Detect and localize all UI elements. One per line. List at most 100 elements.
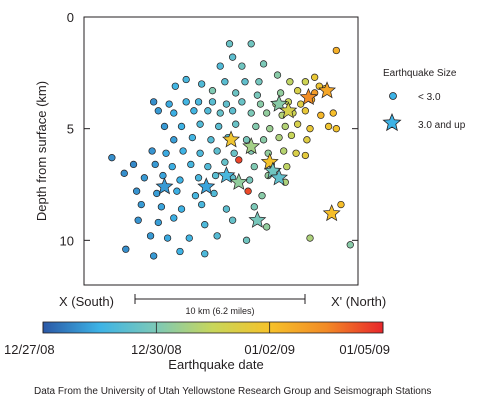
earthquake-point (259, 136, 268, 144)
legend-label-small: < 3.0 (418, 92, 441, 103)
legend-label-large: 3.0 and up (418, 120, 466, 131)
earthquake-point (153, 189, 161, 198)
earthquake-point (137, 200, 145, 209)
earthquake-point (170, 109, 178, 117)
earthquake-point (182, 98, 190, 106)
plot-area (83, 16, 359, 286)
earthquake-point (176, 247, 184, 256)
earthquake-point (332, 125, 340, 133)
earthquake-point (232, 120, 240, 128)
earthquake-point (241, 78, 249, 86)
earthquake-point (293, 120, 302, 128)
earthquake-star-point (248, 210, 267, 228)
earthquake-point (201, 221, 209, 229)
earthquake-point (160, 122, 169, 131)
earthquake-point (120, 169, 128, 177)
earthquake-point (247, 109, 255, 117)
earthquake-point (228, 107, 237, 115)
earthquake-point (245, 176, 254, 184)
earthquake-point (208, 98, 217, 106)
earthquake-star-point (217, 166, 236, 184)
earthquake-point (266, 125, 274, 133)
y-tick-label: 0 (67, 10, 74, 25)
earthquake-star-point (318, 81, 336, 99)
earthquake-point (337, 200, 345, 209)
earthquake-point (151, 160, 159, 169)
earthquake-point (207, 136, 215, 144)
earthquake-star-point (279, 101, 298, 119)
earthquake-point (332, 46, 340, 55)
earthquake-point (171, 82, 179, 90)
earthquake-point (228, 53, 237, 61)
colorbar-tick-label: 01/02/09 (244, 342, 295, 357)
earthquake-point (215, 122, 223, 131)
earthquake-point (204, 107, 212, 115)
earthquake-point (303, 136, 311, 144)
earthquake-point (173, 187, 181, 195)
earthquake-point (283, 162, 291, 171)
section-label-south: X (South) (59, 294, 114, 309)
legend-circle-marker (389, 92, 397, 100)
y-axis: 0 5 10 (60, 10, 358, 248)
earthquake-point (154, 218, 162, 227)
earthquake-point (324, 122, 333, 131)
earthquake-point (287, 131, 296, 140)
earthquake-point (301, 78, 310, 86)
earthquake-point (221, 78, 229, 86)
earthquake-point (197, 80, 206, 88)
earthquake-point (222, 205, 231, 213)
earthquake-star-point (299, 87, 318, 106)
earthquake-point (194, 98, 203, 106)
earthquake-point (170, 136, 178, 144)
earthquake-point (201, 250, 209, 258)
earthquake-point (230, 149, 238, 157)
earthquake-point (228, 216, 237, 224)
earthquake-star-point (222, 130, 241, 148)
earthquake-point (177, 205, 186, 213)
earthquake-point (146, 232, 155, 240)
earthquake-star-point (229, 172, 248, 190)
colorbar-tick-label: 01/05/09 (339, 342, 390, 357)
colorbar-ticks: 12/27/08 12/30/08 01/02/09 01/05/09 (4, 322, 390, 357)
earthquake-point (122, 245, 130, 253)
earthquake-point (256, 100, 265, 108)
earthquake-point (150, 98, 158, 106)
earthquake-point (216, 109, 224, 117)
earthquake-star-point (242, 137, 261, 155)
earthquake-point (216, 62, 224, 70)
earthquake-point (168, 162, 176, 171)
earthquake-point (148, 147, 156, 155)
earthquake-point (259, 60, 268, 68)
earthquake-point (187, 160, 195, 169)
earthquake-point (301, 107, 310, 115)
earthquake-point (179, 147, 187, 155)
earthquake-point (292, 149, 300, 157)
earthquake-point (208, 87, 217, 95)
earthquake-point (204, 162, 212, 171)
earthquake-star-point (270, 168, 289, 186)
earthquake-point (188, 133, 197, 142)
earthquake-point (250, 203, 258, 211)
earthquake-point (132, 187, 141, 195)
earthquake-star-point (155, 177, 174, 195)
y-tick-label: 5 (67, 122, 74, 137)
earthquake-point (197, 200, 206, 209)
earthquake-point (150, 252, 158, 260)
data-points (108, 40, 354, 260)
earthquake-point (306, 125, 314, 133)
earthquake-point (346, 241, 354, 249)
earthquake-point (225, 40, 234, 48)
earthquake-point (250, 162, 258, 171)
legend: Earthquake Size < 3.0 3.0 and up (382, 68, 466, 132)
earthquake-point (165, 100, 173, 108)
section-label-north: X' (North) (331, 294, 386, 309)
earthquake-point (263, 109, 271, 117)
earthquake-star-point (322, 204, 341, 222)
earthquake-point (194, 174, 203, 182)
earthquake-point (222, 100, 231, 108)
earthquake-point (280, 147, 288, 155)
earthquake-star-point (270, 94, 289, 112)
earthquake-point (196, 120, 204, 128)
earthquake-point (275, 133, 283, 142)
